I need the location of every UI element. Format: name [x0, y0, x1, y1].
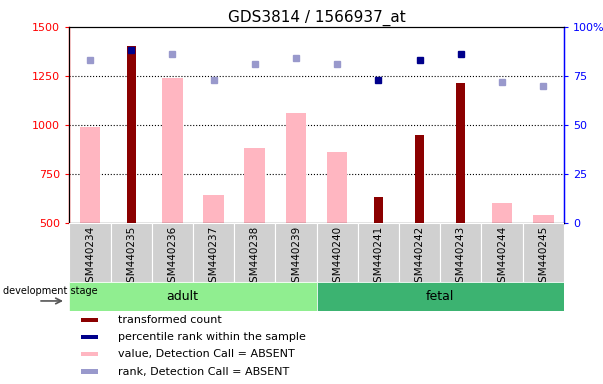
Text: GSM440236: GSM440236	[168, 226, 177, 289]
Text: GSM440240: GSM440240	[332, 226, 342, 289]
Text: value, Detection Call = ABSENT: value, Detection Call = ABSENT	[118, 349, 295, 359]
Bar	[234, 223, 276, 282]
Text: GSM440234: GSM440234	[85, 226, 95, 289]
Bar	[69, 223, 110, 282]
Text: GSM440239: GSM440239	[291, 226, 301, 289]
Bar	[203, 195, 224, 223]
Text: GSM440238: GSM440238	[250, 226, 260, 289]
Bar	[317, 223, 358, 282]
Text: adult: adult	[166, 290, 198, 303]
Bar	[127, 46, 136, 223]
Text: percentile rank within the sample: percentile rank within the sample	[118, 332, 306, 342]
Text: GSM440242: GSM440242	[415, 226, 425, 289]
Text: rank, Detection Call = ABSENT: rank, Detection Call = ABSENT	[118, 366, 289, 377]
Bar	[415, 135, 425, 223]
Bar	[110, 223, 152, 282]
Bar	[69, 282, 317, 311]
Bar	[481, 223, 523, 282]
Bar	[456, 83, 466, 223]
Text: GSM440243: GSM440243	[456, 226, 466, 289]
Bar	[244, 148, 265, 223]
Bar	[81, 352, 98, 356]
Bar	[399, 223, 440, 282]
Bar	[81, 369, 98, 374]
Bar	[81, 318, 98, 322]
Bar	[523, 223, 564, 282]
Bar	[193, 223, 234, 282]
Bar	[80, 127, 100, 223]
Text: GSM440241: GSM440241	[373, 226, 384, 289]
Text: fetal: fetal	[426, 290, 455, 303]
Text: development stage: development stage	[4, 286, 98, 296]
Bar	[440, 223, 481, 282]
Text: GSM440245: GSM440245	[538, 226, 548, 289]
Bar	[162, 78, 183, 223]
Bar	[286, 113, 306, 223]
Title: GDS3814 / 1566937_at: GDS3814 / 1566937_at	[228, 9, 405, 25]
Text: GSM440237: GSM440237	[209, 226, 218, 289]
Bar	[152, 223, 193, 282]
Bar	[374, 197, 383, 223]
Bar	[358, 223, 399, 282]
Bar	[533, 215, 554, 223]
Bar	[317, 282, 564, 311]
Text: GSM440244: GSM440244	[497, 226, 507, 289]
Text: transformed count: transformed count	[118, 314, 223, 325]
Bar	[327, 152, 347, 223]
Bar	[491, 203, 513, 223]
Text: GSM440235: GSM440235	[126, 226, 136, 289]
Bar	[81, 335, 98, 339]
Bar	[276, 223, 317, 282]
